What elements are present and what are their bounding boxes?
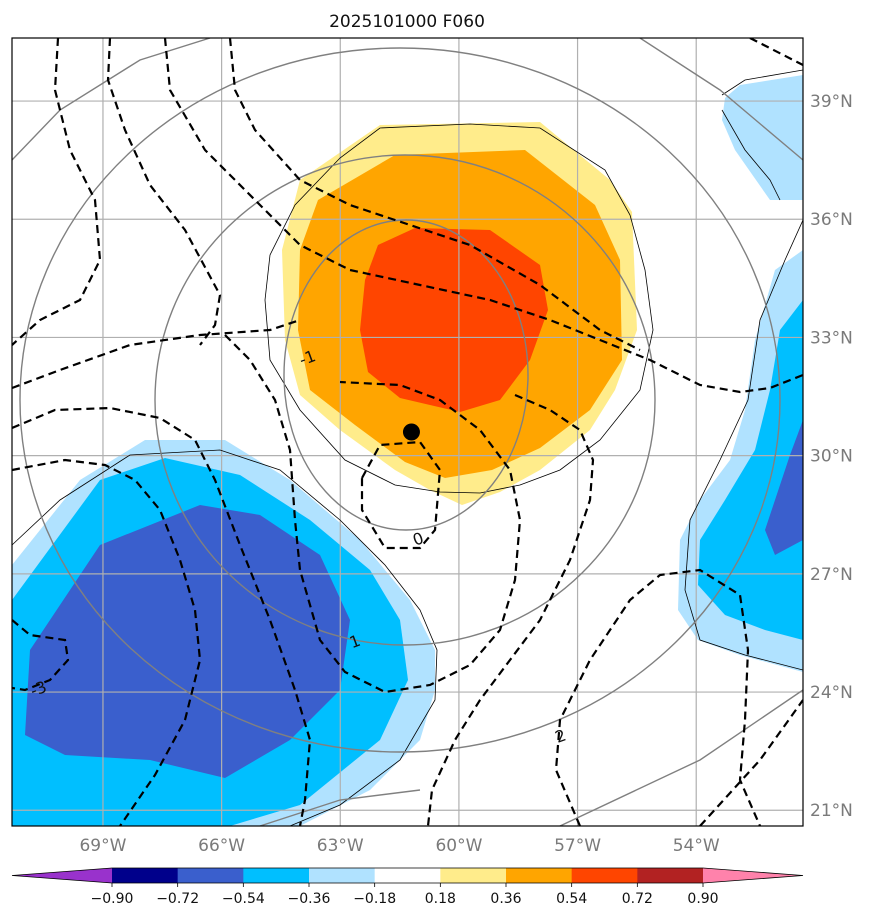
colorbar-extend-low [12, 868, 112, 883]
map-title: 2025101000 F060 [329, 12, 485, 32]
contour-label: -3 [28, 677, 49, 700]
storm-center-marker [402, 423, 420, 441]
anomaly-fill [12, 75, 803, 826]
colorbar-tick-label: −0.90 [91, 891, 134, 907]
map-area: -101-32 [12, 38, 803, 826]
longitude-labels: 69°W 66°W 63°W 60°W 57°W 54°W [79, 836, 719, 856]
colorbar-swatch [177, 868, 244, 883]
longitude-tick-label: 66°W [198, 836, 245, 856]
longitude-tick-label: 57°W [554, 836, 601, 856]
positive-anomaly-0.54 [360, 228, 548, 412]
negative-anomaly-ne [722, 75, 803, 200]
dashed-contours [12, 38, 803, 826]
latitude-tick-label: 36°N [810, 210, 853, 230]
colorbar-tick-label: 0.54 [556, 891, 587, 907]
black-outlines [12, 69, 803, 826]
colorbar-tick-label: 0.18 [425, 891, 456, 907]
colorbar-tick-label: −0.18 [353, 891, 396, 907]
map-frame [11, 37, 804, 827]
colorbar-swatch [112, 868, 179, 883]
longitude-tick-label: 54°W [673, 836, 720, 856]
latitude-tick-label: 39°N [810, 92, 853, 112]
colorbar-tick-label: −0.54 [222, 891, 265, 907]
colorbar-swatch [309, 868, 376, 883]
latitude-tick-label: 21°N [810, 801, 853, 821]
colorbar: −0.90 −0.72 −0.54 −0.36 −0.18 0.18 0.36 0.54 0.7… [11, 867, 804, 907]
gray-contours [12, 38, 803, 826]
latitude-tick-label: 33°N [810, 328, 853, 348]
colorbar-swatch [506, 868, 573, 883]
contour-label: -1 [297, 346, 318, 369]
colorbar-tick-label: 0.90 [687, 891, 718, 907]
longitude-tick-label: 69°W [79, 836, 126, 856]
latitude-labels: 21°N 24°N 27°N 30°N 33°N 36°N 39°N [810, 92, 853, 821]
longitude-tick-label: 60°W [435, 836, 482, 856]
colorbar-tick-label: 0.36 [490, 891, 521, 907]
longitude-tick-label: 63°W [317, 836, 364, 856]
colorbar-tick-label: −0.36 [288, 891, 331, 907]
colorbar-swatch [637, 868, 704, 883]
latitude-tick-label: 27°N [810, 565, 853, 585]
colorbar-tick-label: −0.72 [156, 891, 199, 907]
latitude-tick-label: 24°N [810, 683, 853, 703]
colorbar-tick-label: 0.72 [622, 891, 653, 907]
colorbar-swatch [374, 868, 441, 883]
colorbar-extend-high [703, 868, 803, 883]
negative-anomaly-e-0.54 [765, 420, 803, 555]
contour-labels: -101-32 [28, 346, 569, 747]
colorbar-swatch [440, 868, 507, 883]
colorbar-swatch [243, 868, 310, 883]
latitude-tick-label: 30°N [810, 447, 853, 467]
colorbar-swatch [571, 868, 638, 883]
